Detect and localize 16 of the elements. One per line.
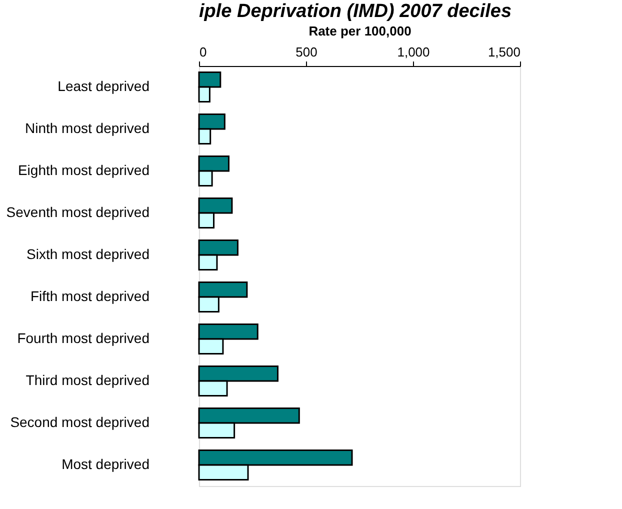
x-tick-label: 0: [200, 44, 207, 60]
y-tick-label: Fourth most deprived: [17, 330, 150, 346]
y-tick-label: Most deprived: [62, 456, 150, 472]
x-tick-label: 500: [296, 44, 318, 60]
chart-title: iple Deprivation (IMD) 2007 deciles: [199, 1, 512, 22]
y-tick-label: Seventh most deprived: [6, 204, 150, 220]
y-tick-label: Fifth most deprived: [30, 288, 150, 304]
y-tick-label: Second most deprived: [10, 414, 150, 430]
y-tick-label: Sixth most deprived: [26, 246, 150, 262]
x-tick-label: 1,000: [397, 44, 430, 60]
y-tick-label: Least deprived: [58, 78, 150, 94]
y-tick-label: Eighth most deprived: [18, 162, 150, 178]
y-tick-label: Ninth most deprived: [24, 120, 150, 136]
x-tick-label: 1,500: [488, 44, 520, 60]
y-tick-label: Third most deprived: [26, 372, 150, 388]
x-axis-title: Rate per 100,000: [308, 24, 412, 38]
